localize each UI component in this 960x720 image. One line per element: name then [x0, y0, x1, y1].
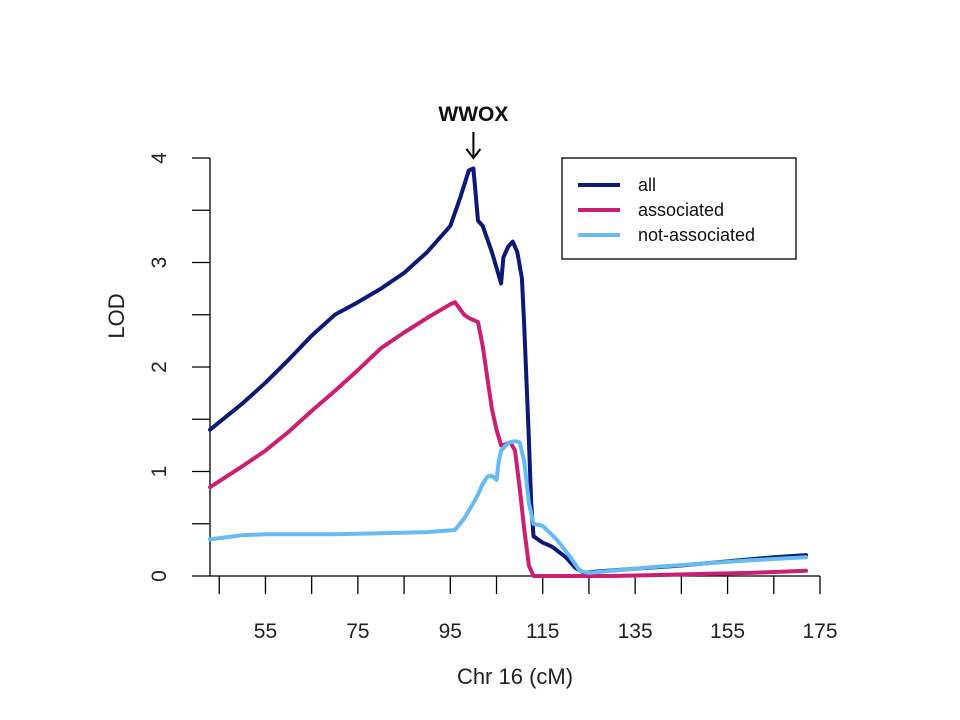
- legend-label-not-associated: not-associated: [638, 225, 755, 245]
- legend-items: all associated not-associated: [578, 175, 755, 245]
- x-tick-label: 75: [346, 620, 369, 643]
- legend-label-associated: associated: [638, 200, 724, 220]
- y-axis-title: LOD: [104, 293, 129, 338]
- legend-label-all: all: [638, 175, 656, 195]
- x-tick-label: 115: [526, 620, 559, 643]
- x-axis-title: Chr 16 (cM): [457, 664, 573, 689]
- series-line-not-associated: [208, 439, 809, 575]
- y-tick-label: 1: [148, 466, 171, 478]
- legend: all associated not-associated: [561, 157, 797, 260]
- x-tick-label: 175: [802, 620, 837, 643]
- wwox-label: WWOX: [438, 103, 508, 126]
- x-ticks: 55 75 95 115 135 155 175: [218, 576, 838, 643]
- wwox-arrowhead-icon: [465, 148, 482, 160]
- series-layer: [208, 166, 809, 578]
- y-tick-label: 4: [148, 152, 171, 164]
- series-line-associated: [208, 300, 809, 578]
- axes: 55 75 95 115 135 155 175 0 1 2 3 4: [148, 152, 838, 643]
- x-tick-label: 95: [439, 620, 462, 643]
- x-tick-label: 135: [618, 620, 653, 643]
- y-tick-label: 0: [148, 570, 171, 582]
- y-tick-label: 2: [148, 361, 171, 373]
- y-ticks: 0 1 2 3 4: [148, 152, 210, 582]
- x-tick-label: 155: [710, 620, 745, 643]
- wwox-annotation: WWOX: [438, 103, 508, 160]
- x-tick-label: 55: [254, 620, 277, 643]
- y-tick-label: 3: [148, 257, 171, 269]
